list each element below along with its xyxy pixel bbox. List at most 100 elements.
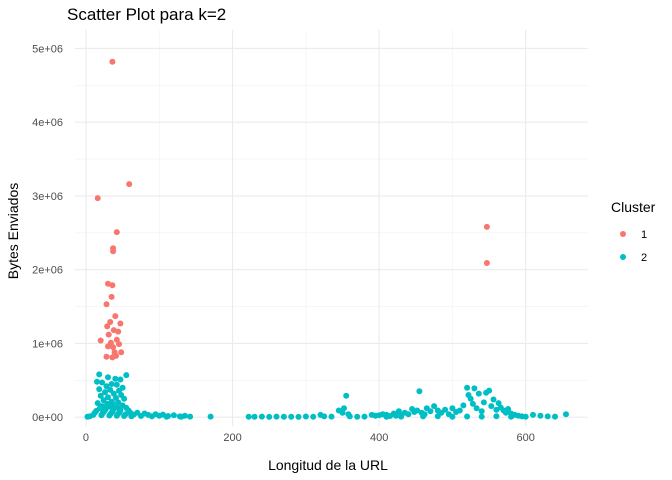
cluster-2-point <box>163 413 170 420</box>
cluster-2-point <box>522 413 529 420</box>
cluster-2-point <box>449 413 456 420</box>
cluster-2-point <box>280 413 287 420</box>
legend-label-2: 2 <box>641 252 647 264</box>
cluster-2-point <box>112 375 119 382</box>
cluster-2-point <box>258 413 265 420</box>
cluster-2-point <box>361 413 368 420</box>
cluster-2-point <box>475 390 482 397</box>
cluster-2-point <box>469 400 476 407</box>
cluster-1-point <box>109 58 116 65</box>
cluster-2-point <box>442 406 449 413</box>
cluster-2-point <box>138 413 144 419</box>
cluster-2-point <box>328 413 335 420</box>
cluster-1-point <box>104 323 111 330</box>
cluster-2-point <box>251 413 258 420</box>
cluster-1-point <box>103 353 110 360</box>
cluster-2-point <box>321 413 328 420</box>
cluster-2-point <box>508 413 515 420</box>
cluster-2-point <box>207 413 214 420</box>
cluster-2-point <box>288 413 295 420</box>
cluster-2-point <box>383 413 390 420</box>
cluster-2-point <box>117 376 124 383</box>
cluster-2-point <box>471 385 478 392</box>
cluster-2-point <box>170 412 177 419</box>
cluster-2-point <box>346 413 353 420</box>
x-tick-label: 600 <box>517 432 535 444</box>
cluster-2-point <box>94 400 101 407</box>
cluster-2-point <box>420 413 427 420</box>
y-tick-label: 4e+06 <box>32 117 63 129</box>
cluster-1-point <box>107 319 114 325</box>
cluster-1-point <box>115 328 122 335</box>
cluster-2-point <box>552 413 558 420</box>
cluster-2-point <box>495 400 502 407</box>
cluster-2-point <box>96 371 103 378</box>
cluster-2-point <box>427 408 434 415</box>
cluster-2-point <box>113 381 120 388</box>
cluster-2-point <box>478 408 485 415</box>
cluster-2-point <box>398 413 405 420</box>
cluster-2-point <box>488 403 495 410</box>
cluster-1-point <box>105 331 112 338</box>
cluster-2-point <box>341 405 347 412</box>
cluster-2-point <box>105 394 111 401</box>
cluster-2-point <box>405 411 412 418</box>
cluster-1-point <box>97 337 104 344</box>
cluster-2-point <box>148 413 155 420</box>
cluster-2-point <box>464 384 471 391</box>
legend-key-1 <box>620 231 626 237</box>
cluster-2-point <box>128 413 135 420</box>
x-tick-label: 400 <box>370 432 388 444</box>
cluster-2-point <box>354 413 361 420</box>
x-tick-label: 0 <box>83 432 89 444</box>
cluster-2-point <box>121 395 128 402</box>
cluster-2-point <box>480 399 487 406</box>
cluster-1-point <box>483 260 490 266</box>
cluster-2-point <box>105 374 111 381</box>
legend-label-1: 1 <box>641 229 647 241</box>
cluster-2-point <box>537 412 544 419</box>
cluster-1-point <box>108 293 115 300</box>
cluster-2-point <box>266 413 273 420</box>
cluster-1-point <box>116 341 122 348</box>
cluster-1-point <box>113 229 120 236</box>
chart-title: Scatter Plot para k=2 <box>67 5 226 24</box>
cluster-1-point <box>117 320 124 327</box>
cluster-1-point <box>112 313 119 320</box>
cluster-2-point <box>486 387 493 394</box>
x-axis-ticks: 0 200 400 600 <box>83 432 535 444</box>
cluster-2-point <box>121 413 128 419</box>
x-axis-label: Longitud de la URL <box>268 457 388 473</box>
cluster-2-point <box>563 411 569 418</box>
y-axis-ticks: 0e+00 1e+06 2e+06 3e+06 4e+06 5e+06 <box>32 43 63 424</box>
cluster-2-point <box>98 412 105 419</box>
cluster-2-point <box>295 413 302 420</box>
cluster-2-point <box>467 395 474 402</box>
y-tick-label: 3e+06 <box>32 191 63 203</box>
y-tick-label: 5e+06 <box>32 43 63 55</box>
cluster-2-point <box>103 383 110 390</box>
cluster-2-point <box>505 406 512 412</box>
cluster-2-point <box>113 412 120 419</box>
cluster-2-point <box>102 389 108 396</box>
cluster-1-point <box>110 248 117 255</box>
y-tick-label: 1e+06 <box>32 338 63 350</box>
cluster-2-point <box>416 388 423 395</box>
cluster-2-point <box>106 412 113 419</box>
cluster-2-point <box>97 392 104 399</box>
cluster-2-point <box>478 413 485 420</box>
cluster-2-point <box>393 412 399 419</box>
cluster-2-point <box>94 378 100 385</box>
y-axis-label: Bytes Enviados <box>5 183 21 280</box>
cluster-2-point <box>449 405 456 412</box>
y-tick-label: 0e+00 <box>32 412 63 424</box>
cluster-1-point <box>110 344 117 351</box>
cluster-2-point <box>123 372 130 379</box>
cluster-2-point <box>530 411 536 418</box>
cluster-1-point <box>126 181 133 188</box>
cluster-1-point <box>118 349 125 356</box>
cluster-2-point <box>343 392 350 399</box>
cluster-1-point <box>109 282 116 289</box>
cluster-2-point <box>107 386 114 393</box>
